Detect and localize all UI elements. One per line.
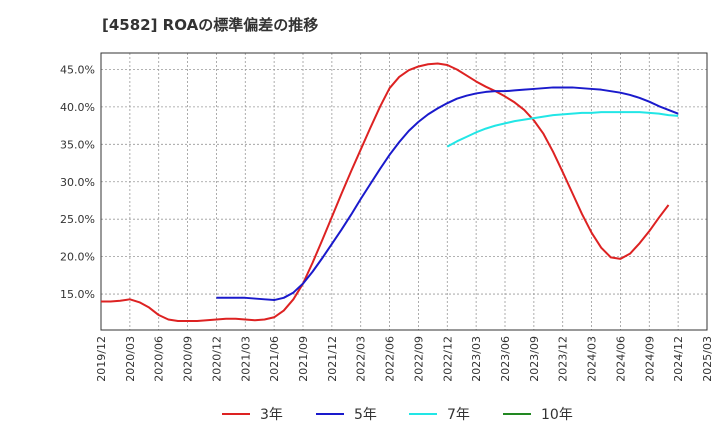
- x-tick-label: 2022/06: [384, 336, 397, 382]
- legend-label: 10年: [541, 407, 573, 423]
- series-line-5年: [216, 86, 679, 302]
- plot-frame: [100, 52, 708, 331]
- series-line-3年: [101, 62, 670, 323]
- x-tick-label: 2020/06: [153, 336, 166, 382]
- series-layer: [101, 62, 679, 323]
- y-tick-label: 45.0%: [60, 63, 95, 76]
- x-tick-label: 2020/09: [182, 336, 195, 382]
- legend: 3年 5年 7年 10年: [0, 402, 720, 426]
- legend-label: 5年: [354, 407, 377, 423]
- legend-swatch: [503, 413, 531, 415]
- x-tick-label: 2024/12: [672, 336, 685, 382]
- chart-plot: 15.0% 20.0% 25.0% 30.0% 35.0% 40.0% 45.0% 2019…: [60, 52, 714, 382]
- series-line-7年: [446, 111, 679, 148]
- x-tick-label: 2022/03: [355, 336, 368, 382]
- legend-item: 7年: [409, 402, 470, 426]
- legend-swatch: [316, 413, 344, 415]
- x-tick-label: 2021/12: [326, 336, 339, 382]
- x-tick-label: 2020/12: [210, 336, 223, 382]
- y-axis-ticks: 15.0% 20.0% 25.0% 30.0% 35.0% 40.0% 45.0%: [60, 63, 95, 301]
- x-tick-label: 2023/03: [470, 336, 483, 382]
- x-tick-label: 2024/09: [643, 336, 656, 382]
- x-tick-label: 2021/09: [297, 336, 310, 382]
- y-tick-label: 15.0%: [60, 288, 95, 301]
- y-tick-label: 25.0%: [60, 213, 95, 226]
- y-tick-label: 40.0%: [60, 101, 95, 114]
- legend-swatch: [222, 413, 250, 415]
- x-tick-label: 2025/03: [701, 336, 714, 382]
- x-tick-label: 2023/09: [528, 336, 541, 382]
- chart-title: [4582] ROAの標準偏差の推移: [102, 16, 319, 34]
- x-tick-label: 2022/12: [441, 336, 454, 382]
- x-tick-label: 2024/06: [614, 336, 627, 382]
- y-tick-label: 20.0%: [60, 251, 95, 264]
- x-tick-label: 2023/06: [499, 336, 512, 382]
- legend-swatch: [409, 413, 437, 415]
- x-tick-label: 2021/06: [268, 336, 281, 382]
- x-axis-ticks: 2019/12 2020/03 2020/06 2020/09 2020/12 2021/…: [95, 336, 714, 382]
- legend-item: 3年: [222, 402, 283, 426]
- legend-item: 10年: [503, 402, 573, 426]
- x-tick-label: 2020/03: [124, 336, 137, 382]
- legend-label: 3年: [260, 407, 283, 423]
- legend-label: 7年: [447, 407, 470, 423]
- y-tick-label: 35.0%: [60, 138, 95, 151]
- x-tick-label: 2019/12: [95, 336, 108, 382]
- grid-layer: [100, 53, 708, 330]
- x-tick-label: 2022/09: [412, 336, 425, 382]
- x-tick-label: 2023/12: [557, 336, 570, 382]
- x-tick-label: 2021/03: [239, 336, 252, 382]
- y-tick-label: 30.0%: [60, 176, 95, 189]
- legend-item: 5年: [316, 402, 377, 426]
- x-tick-label: 2024/03: [586, 336, 599, 382]
